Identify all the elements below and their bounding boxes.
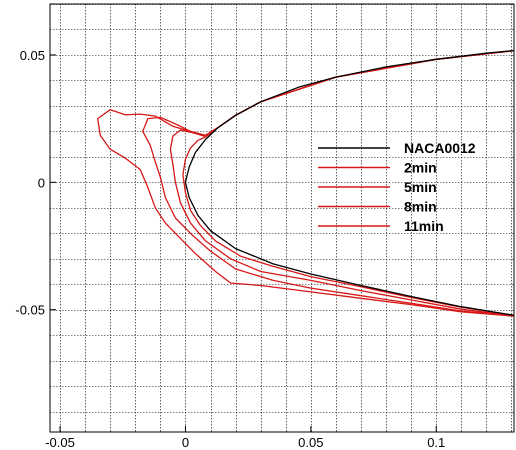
x-tick-labels: -0.05 0 0.05 0.1: [45, 435, 445, 450]
x-tick-label: 0.1: [427, 435, 445, 450]
grid: [50, 4, 514, 432]
y-tick-label: 0: [38, 175, 45, 190]
series-line-2min: [182, 49, 515, 316]
legend-label: NACA0012: [404, 140, 476, 156]
x-tick-label: -0.05: [45, 435, 75, 450]
y-tick-label: 0.05: [20, 48, 45, 63]
series-line-11min: [97, 49, 515, 317]
legend: NACA0012 2min 5min 8min 11min: [318, 140, 476, 234]
legend-label: 11min: [404, 218, 444, 234]
series-line-naca0012: [184, 49, 515, 316]
y-tick-labels: -0.05 0 0.05: [15, 48, 45, 318]
series-line-8min: [142, 49, 515, 317]
x-tick-label: 0: [182, 435, 189, 450]
x-tick-label: 0.05: [298, 435, 323, 450]
y-tick-label: -0.05: [15, 303, 45, 318]
legend-label: 8min: [404, 199, 437, 215]
tick-marks: [50, 54, 437, 432]
legend-label: 2min: [404, 160, 437, 176]
plot-frame: [49, 3, 515, 433]
series-group: [97, 49, 515, 317]
legend-label: 5min: [404, 179, 437, 195]
